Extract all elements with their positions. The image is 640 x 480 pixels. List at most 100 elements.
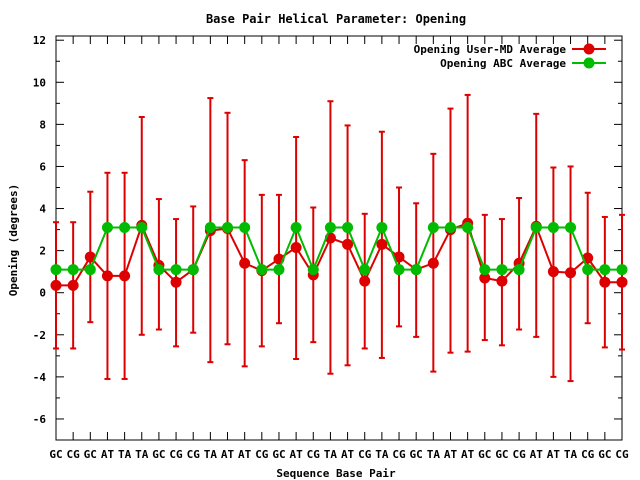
data-point <box>324 221 336 233</box>
x-tick-label: AT <box>101 448 115 461</box>
y-tick-label: 12 <box>33 34 46 47</box>
data-point <box>342 221 354 233</box>
data-point <box>136 221 148 233</box>
x-tick-label: AT <box>289 448 303 461</box>
x-tick-label: TA <box>375 448 389 461</box>
x-tick-label: TA <box>118 448 132 461</box>
data-point <box>84 251 96 263</box>
legend-label: Opening User-MD Average <box>414 43 567 56</box>
series-1 <box>50 93 628 383</box>
data-point <box>256 264 268 276</box>
y-tick-label: 2 <box>39 245 46 258</box>
x-tick-label: TA <box>135 448 149 461</box>
series-2 <box>50 221 628 276</box>
data-point <box>427 221 439 233</box>
data-point <box>376 238 388 250</box>
chart-title: Base Pair Helical Parameter: Opening <box>206 12 466 26</box>
x-tick-label: AT <box>547 448 561 461</box>
data-point <box>307 264 319 276</box>
y-tick-label: -6 <box>33 413 47 426</box>
x-tick-label: GC <box>272 448 285 461</box>
data-point <box>50 264 62 276</box>
data-point <box>359 264 371 276</box>
y-tick-label: 10 <box>33 76 46 89</box>
data-point <box>462 221 474 233</box>
data-point <box>187 264 199 276</box>
x-tick-label: CG <box>67 448 81 461</box>
data-point <box>616 264 628 276</box>
x-tick-label: AT <box>530 448 544 461</box>
x-tick-label: CG <box>358 448 372 461</box>
x-tick-label: AT <box>221 448 235 461</box>
data-point <box>119 270 131 282</box>
data-point <box>273 264 285 276</box>
data-point <box>530 221 542 233</box>
data-point <box>67 264 79 276</box>
legend-marker <box>583 43 595 55</box>
x-tick-label: CG <box>307 448 321 461</box>
data-point <box>170 264 182 276</box>
y-tick-label: 8 <box>39 118 46 131</box>
x-tick-label: GC <box>410 448 423 461</box>
x-tick-label: GC <box>495 448 508 461</box>
x-axis-label: Sequence Base Pair <box>276 467 396 480</box>
x-tick-label: GC <box>598 448 611 461</box>
x-tick-label: AT <box>461 448 475 461</box>
data-point <box>479 264 491 276</box>
x-tick-label: CG <box>615 448 629 461</box>
data-point <box>239 257 251 269</box>
x-tick-label: CG <box>187 448 201 461</box>
data-point <box>359 275 371 287</box>
data-point <box>479 272 491 284</box>
data-point <box>84 264 96 276</box>
data-point <box>410 264 422 276</box>
x-tick-label: GC <box>478 448 491 461</box>
x-tick-label: TA <box>204 448 218 461</box>
x-tick-label: TA <box>324 448 338 461</box>
data-point <box>393 251 405 263</box>
data-point <box>513 264 525 276</box>
x-tick-label: GC <box>49 448 62 461</box>
data-point <box>101 270 113 282</box>
data-point <box>599 264 611 276</box>
data-point <box>547 266 559 278</box>
y-axis-label: Opening (degrees) <box>7 184 20 297</box>
x-tick-label: CG <box>169 448 183 461</box>
legend-label: Opening ABC Average <box>440 57 566 70</box>
data-point <box>376 221 388 233</box>
x-tick-label: GC <box>84 448 97 461</box>
data-point <box>290 241 302 253</box>
data-point <box>170 276 182 288</box>
data-point <box>222 221 234 233</box>
x-tick-label: CG <box>392 448 406 461</box>
data-point <box>204 221 216 233</box>
x-tick-label: AT <box>341 448 355 461</box>
data-point <box>616 276 628 288</box>
data-point <box>599 276 611 288</box>
x-tick-label: TA <box>564 448 578 461</box>
data-point <box>153 264 165 276</box>
x-tick-label: CG <box>581 448 595 461</box>
x-tick-label: CG <box>255 448 269 461</box>
data-point <box>582 264 594 276</box>
data-point <box>547 221 559 233</box>
data-point <box>239 221 251 233</box>
data-point <box>101 221 113 233</box>
data-point <box>290 221 302 233</box>
y-tick-label: -2 <box>33 329 46 342</box>
y-tick-label: 6 <box>39 160 46 173</box>
y-tick-label: 4 <box>39 203 46 216</box>
data-point <box>496 264 508 276</box>
data-point <box>565 221 577 233</box>
y-tick-label: -4 <box>33 371 47 384</box>
data-point <box>444 221 456 233</box>
series-line <box>56 221 622 287</box>
data-point <box>496 275 508 287</box>
x-tick-label: AT <box>444 448 458 461</box>
data-point <box>565 267 577 279</box>
data-point <box>119 221 131 233</box>
data-point <box>427 257 439 269</box>
